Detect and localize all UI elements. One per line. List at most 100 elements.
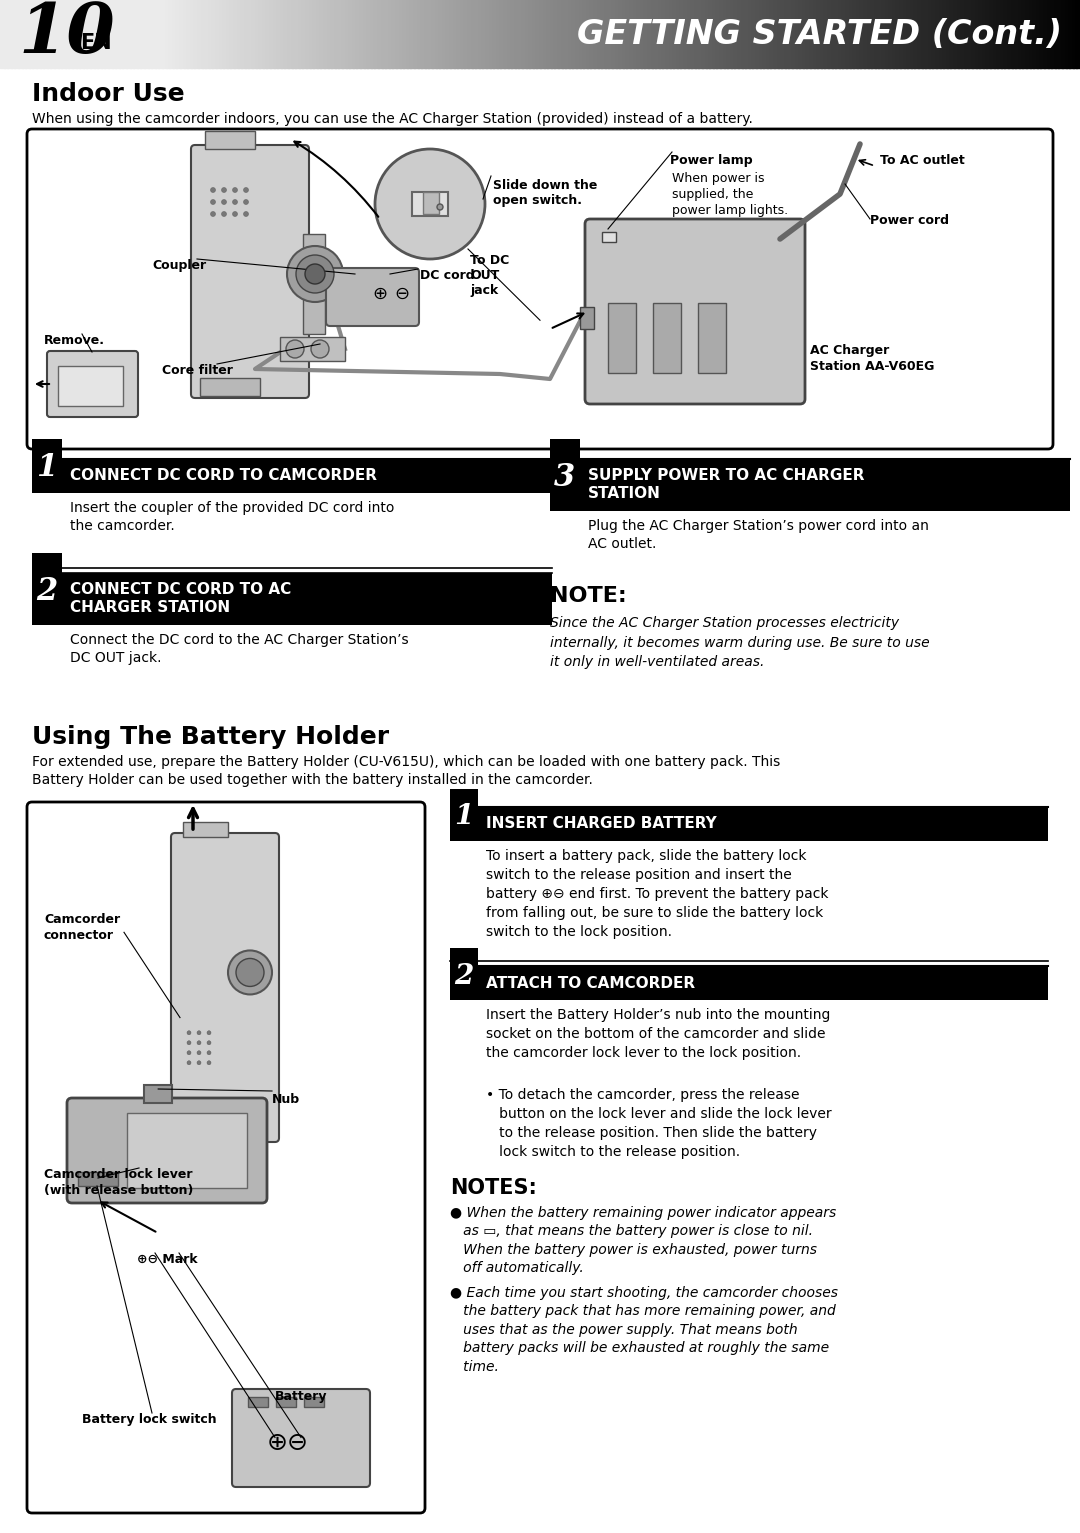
Bar — [954, 0, 959, 67]
Bar — [224, 0, 228, 67]
Bar — [651, 0, 657, 67]
Bar — [648, 0, 652, 67]
Bar — [111, 0, 117, 67]
Bar — [788, 0, 793, 67]
Text: CONNECT DC CORD TO AC
CHARGER STATION: CONNECT DC CORD TO AC CHARGER STATION — [70, 583, 292, 616]
Bar — [370, 0, 376, 67]
Bar — [457, 0, 462, 67]
Bar — [154, 0, 160, 67]
Bar — [558, 0, 563, 67]
Bar — [205, 130, 255, 149]
Bar — [486, 0, 490, 67]
Bar — [478, 806, 1048, 842]
Bar — [227, 0, 231, 67]
Bar — [450, 947, 478, 1000]
Bar — [990, 0, 995, 67]
Bar — [349, 0, 354, 67]
Circle shape — [187, 1061, 191, 1065]
Text: AC Charger
Station AA-V60EG: AC Charger Station AA-V60EG — [810, 343, 934, 373]
Bar — [392, 0, 397, 67]
Bar — [710, 0, 714, 67]
Bar — [389, 0, 393, 67]
Bar — [187, 0, 192, 67]
Bar — [202, 0, 206, 67]
Bar — [580, 0, 584, 67]
Bar — [276, 1397, 296, 1407]
Bar — [248, 0, 253, 67]
Bar — [994, 0, 998, 67]
Bar — [774, 0, 779, 67]
Bar — [423, 192, 438, 215]
Bar — [353, 0, 357, 67]
Bar — [1077, 0, 1080, 67]
Bar — [572, 0, 577, 67]
Bar — [335, 0, 339, 67]
Circle shape — [197, 1030, 201, 1035]
Bar — [602, 0, 606, 67]
Circle shape — [211, 187, 216, 193]
Bar — [856, 0, 862, 67]
Bar — [454, 0, 458, 67]
Bar — [626, 0, 631, 67]
Bar — [910, 0, 916, 67]
Bar — [796, 0, 800, 67]
Bar — [702, 0, 706, 67]
Text: DC cord: DC cord — [420, 268, 474, 282]
Bar — [821, 0, 825, 67]
Bar — [940, 0, 944, 67]
Bar — [1037, 0, 1041, 67]
Bar — [586, 0, 592, 67]
Bar — [18, 0, 23, 67]
Bar — [144, 0, 149, 67]
Bar — [435, 0, 441, 67]
Bar — [378, 0, 382, 67]
Bar — [867, 0, 873, 67]
Bar — [94, 0, 98, 67]
Bar — [32, 553, 62, 625]
Bar — [126, 0, 131, 67]
Bar — [694, 0, 700, 67]
Bar — [360, 0, 365, 67]
Bar — [176, 0, 181, 67]
Bar — [853, 0, 858, 67]
Bar — [753, 0, 757, 67]
Bar — [256, 0, 260, 67]
Bar — [1040, 0, 1045, 67]
Bar — [32, 0, 37, 67]
Bar — [608, 302, 636, 373]
Bar — [680, 0, 685, 67]
Bar — [234, 0, 239, 67]
Bar — [367, 0, 372, 67]
Bar — [145, 1085, 172, 1104]
Bar — [76, 0, 80, 67]
Bar — [734, 0, 739, 67]
Bar — [122, 0, 127, 67]
Bar — [684, 0, 689, 67]
Bar — [540, 0, 544, 67]
Circle shape — [243, 187, 248, 193]
Bar — [137, 0, 141, 67]
Bar — [356, 0, 361, 67]
FancyBboxPatch shape — [585, 219, 805, 405]
FancyBboxPatch shape — [67, 1098, 267, 1203]
Text: When using the camcorder indoors, you can use the AC Charger Station (provided) : When using the camcorder indoors, you ca… — [32, 112, 753, 126]
Bar — [645, 0, 649, 67]
Bar — [893, 0, 897, 67]
Bar — [904, 0, 908, 67]
Bar — [208, 0, 214, 67]
Bar — [86, 0, 91, 67]
Bar — [986, 0, 991, 67]
Bar — [411, 192, 448, 216]
Bar — [666, 0, 671, 67]
Bar — [594, 0, 598, 67]
Bar — [532, 0, 538, 67]
Bar — [529, 0, 534, 67]
Bar — [900, 0, 905, 67]
Bar — [738, 0, 743, 67]
Bar — [713, 0, 717, 67]
Bar — [219, 0, 225, 67]
Bar — [619, 0, 624, 67]
Bar — [0, 0, 4, 67]
Bar — [97, 0, 102, 67]
Bar — [799, 0, 804, 67]
